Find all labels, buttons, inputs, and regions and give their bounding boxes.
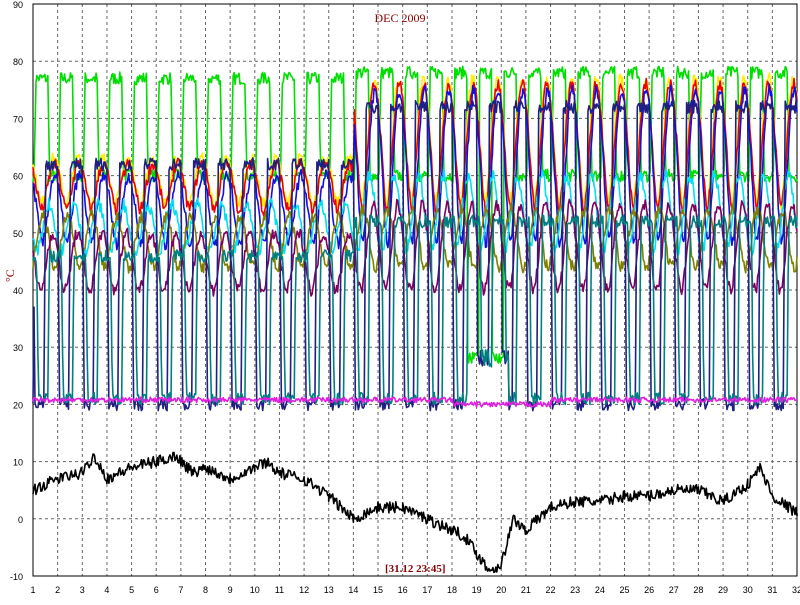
x-tick-label: 12 bbox=[299, 585, 309, 595]
x-tick-label: 21 bbox=[521, 585, 531, 595]
series-line bbox=[32, 65, 798, 364]
x-tick-label: 4 bbox=[104, 585, 109, 595]
x-tick-label: 11 bbox=[275, 585, 284, 595]
y-tick-label: 80 bbox=[13, 57, 23, 67]
x-tick-label: 30 bbox=[743, 585, 753, 595]
x-tick-label: 1 bbox=[30, 585, 35, 595]
x-tick-label: 7 bbox=[178, 585, 183, 595]
x-tick-label: 5 bbox=[129, 585, 134, 595]
y-tick-label: 90 bbox=[13, 0, 23, 10]
y-tick-label: 70 bbox=[13, 114, 23, 124]
x-tick-label: 10 bbox=[250, 585, 260, 595]
y-tick-label: 60 bbox=[13, 172, 23, 182]
x-tick-label: 17 bbox=[422, 585, 432, 595]
timestamp-label: [31.12 23:45] bbox=[385, 563, 446, 575]
chart-title: DEC 2009 bbox=[374, 11, 426, 25]
x-tick-label: 18 bbox=[447, 585, 457, 595]
series-line bbox=[32, 214, 798, 406]
x-tick-label: 9 bbox=[228, 585, 233, 595]
x-tick-label: 20 bbox=[496, 585, 506, 595]
x-tick-label: 26 bbox=[644, 585, 654, 595]
x-tick-label: 16 bbox=[398, 585, 408, 595]
y-axis-label: °C bbox=[3, 269, 17, 282]
x-tick-label: 25 bbox=[619, 585, 629, 595]
y-tick-label: 50 bbox=[13, 229, 23, 239]
x-tick-label: 8 bbox=[203, 585, 208, 595]
x-tick-label: 6 bbox=[154, 585, 159, 595]
x-tick-label: 19 bbox=[472, 585, 482, 595]
series-line bbox=[32, 396, 798, 408]
y-tick-label: 30 bbox=[13, 343, 23, 353]
plot-frame bbox=[32, 3, 798, 577]
x-tick-label: 14 bbox=[348, 585, 358, 595]
series-layer bbox=[32, 65, 798, 574]
x-tick-label: 28 bbox=[693, 585, 703, 595]
x-tick-label: 15 bbox=[373, 585, 383, 595]
x-tick-label: 2 bbox=[55, 585, 60, 595]
x-tick-label: 13 bbox=[324, 585, 334, 595]
x-tick-label: 32 bbox=[792, 585, 800, 595]
series-line bbox=[32, 451, 798, 574]
y-tick-label: 20 bbox=[13, 400, 23, 410]
x-tick-label: 23 bbox=[570, 585, 580, 595]
x-tick-label: 3 bbox=[80, 585, 85, 595]
x-tick-label: 27 bbox=[669, 585, 679, 595]
x-tick-label: 31 bbox=[767, 585, 777, 595]
x-tick-label: 22 bbox=[546, 585, 556, 595]
y-tick-label: -10 bbox=[10, 572, 23, 582]
y-tick-label: 40 bbox=[13, 286, 23, 296]
x-tick-label: 24 bbox=[595, 585, 605, 595]
y-tick-label: 0 bbox=[18, 515, 23, 525]
x-tick-label: 29 bbox=[718, 585, 728, 595]
series-line bbox=[32, 99, 798, 412]
y-tick-label: 10 bbox=[13, 458, 23, 468]
